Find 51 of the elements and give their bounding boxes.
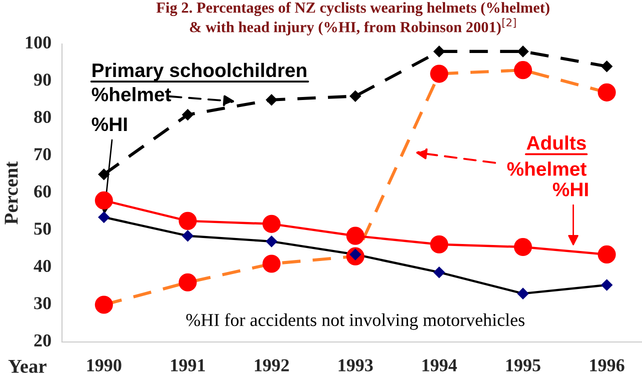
x-tick-label: 1996 — [590, 359, 624, 372]
x-tick-label: 1991 — [171, 359, 205, 372]
x-axis-title: Year — [8, 360, 46, 373]
point — [266, 94, 278, 106]
point — [430, 235, 448, 254]
annotation: %helmet — [92, 87, 172, 102]
point — [346, 226, 364, 245]
point — [98, 211, 110, 224]
y-tick-label: 100 — [26, 36, 51, 49]
y-tick-label: 30 — [34, 297, 51, 310]
annotation: Adults — [526, 136, 586, 150]
y-tick-label: 60 — [34, 185, 51, 198]
point — [94, 296, 113, 314]
x-tick-label: 1994 — [422, 359, 457, 372]
annotation: %HI — [92, 117, 127, 132]
y-tick-label: 50 — [34, 222, 51, 235]
point — [430, 64, 448, 83]
point — [600, 279, 613, 291]
chart-title: Fig 2. Percentages of NZ cyclists wearing helmets (%helmet) & with head injury (%HI, from Robinson 2001)$^{[2]}$ — [156, 2, 550, 36]
point — [598, 83, 616, 102]
point — [514, 238, 532, 256]
x-tick-label: 1992 — [254, 359, 289, 372]
y-tick-label: 80 — [34, 110, 51, 124]
annotation: %HI for accidents not involving motorvehicles — [186, 313, 524, 330]
annotation: %HI — [552, 182, 588, 196]
y-tick-label: 20 — [34, 334, 51, 347]
point — [182, 108, 194, 121]
x-tick-label: 1995 — [506, 359, 540, 372]
point — [98, 168, 110, 180]
x-tick-label: 1993 — [338, 359, 373, 372]
point — [94, 191, 113, 210]
point — [178, 212, 197, 230]
point — [349, 90, 362, 102]
point — [517, 288, 529, 300]
point — [600, 60, 613, 72]
y-tick-label: 70 — [34, 148, 51, 160]
x-tick-label: 1990 — [87, 359, 122, 372]
point — [182, 230, 194, 242]
point — [262, 214, 281, 233]
point — [178, 273, 197, 292]
annotation: Primary schoolchildren — [92, 62, 306, 81]
point — [598, 245, 616, 264]
y-axis-title: Percent — [4, 161, 18, 224]
y-tick-label: 90 — [34, 74, 51, 86]
annotation: %helmet — [507, 162, 586, 176]
point — [266, 236, 278, 248]
y-tick-label: 40 — [34, 260, 51, 272]
point — [514, 61, 532, 80]
point — [262, 254, 281, 273]
point — [517, 46, 529, 58]
point — [433, 266, 446, 278]
